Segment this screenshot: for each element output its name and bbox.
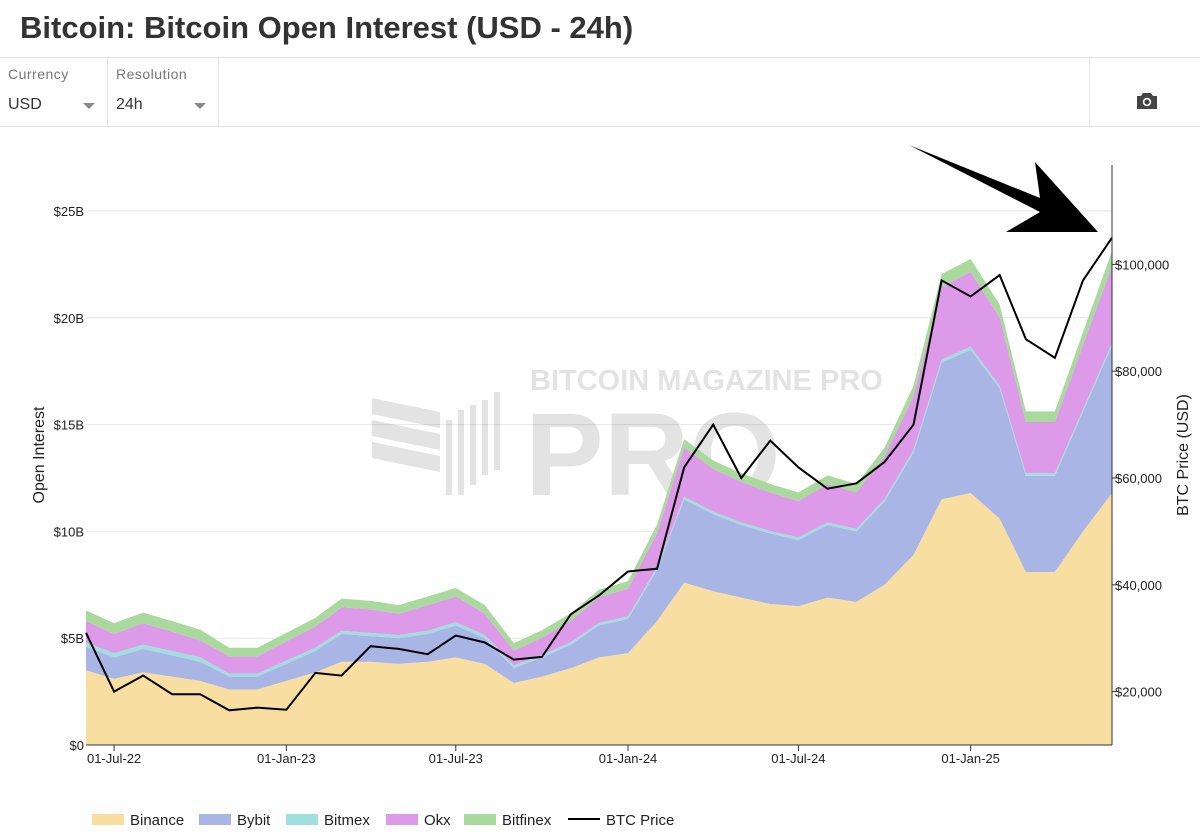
legend-item-label[interactable]: Okx [424, 812, 451, 829]
annotation-arrow [909, 145, 1098, 232]
stacked-areas [86, 251, 1112, 745]
watermark-brand-text: BITCOIN MAGAZINE PRO [530, 365, 883, 397]
right-tick-label: $40,000 [1115, 578, 1162, 593]
right-tick-label: $20,000 [1115, 685, 1162, 700]
chevron-down-icon[interactable] [83, 103, 95, 109]
legend-item-label[interactable]: Binance [130, 812, 184, 829]
page-header: Bitcoin: Bitcoin Open Interest (USD - 24… [0, 0, 1200, 58]
currency-select[interactable]: Currency USD [0, 58, 108, 126]
open-interest-chart: BITCOIN MAGAZINE PRO PRO $0 $5B $10B $15B $2… [31, 145, 1192, 829]
left-tick-label: $10B [54, 524, 84, 539]
legend-swatch [464, 814, 496, 825]
x-tick-label: 01-Jan-25 [941, 751, 1000, 766]
legend-item-label[interactable]: Bitfinex [502, 812, 552, 829]
screenshot-button[interactable] [1089, 58, 1200, 126]
left-tick-label: $25B [54, 204, 84, 219]
chart-toolbar: Currency USD Resolution 24h [0, 58, 1200, 127]
legend-item-label[interactable]: BTC Price [606, 812, 674, 829]
currency-value[interactable]: USD [8, 96, 42, 113]
right-axis-ticks: $20,000 $40,000 $60,000 $80,000 $100,000 [1112, 257, 1169, 700]
x-axis-ticks: 01-Jul-22 01-Jan-23 01-Jul-23 01-Jan-24 01-J… [87, 745, 1000, 766]
left-tick-label: $5B [61, 631, 84, 646]
legend-swatch [386, 814, 418, 825]
legend-swatch [286, 814, 318, 825]
watermark: BITCOIN MAGAZINE PRO PRO [372, 365, 883, 521]
x-tick-label: 01-Jul-22 [87, 751, 141, 766]
page-title: Bitcoin: Bitcoin Open Interest (USD - 24… [20, 10, 634, 45]
right-tick-label: $80,000 [1115, 364, 1162, 379]
x-tick-label: 01-Jan-23 [257, 751, 316, 766]
right-tick-label: $100,000 [1115, 257, 1169, 272]
legend-swatch [199, 814, 231, 825]
resolution-value[interactable]: 24h [116, 96, 143, 113]
x-tick-label: 01-Jul-23 [429, 751, 483, 766]
left-tick-label: $20B [54, 311, 84, 326]
chevron-down-icon[interactable] [194, 103, 206, 109]
left-tick-label: $0 [70, 738, 84, 753]
legend-item-label[interactable]: Bybit [237, 812, 271, 829]
chart-legend: Binance Bybit Bitmex Okx Bitfinex BTC Price [92, 812, 674, 829]
legend-item-label[interactable]: Bitmex [324, 812, 370, 829]
right-axis-title: BTC Price (USD) [1175, 394, 1192, 516]
x-tick-label: 01-Jan-24 [599, 751, 658, 766]
currency-label: Currency [8, 66, 69, 82]
camera-icon[interactable] [1136, 92, 1158, 110]
area-binance [86, 492, 1112, 745]
left-axis-ticks: $0 $5B $10B $15B $20B $25B [54, 204, 84, 753]
left-tick-label: $15B [54, 418, 84, 433]
btc-price-line [85, 237, 1113, 712]
resolution-select[interactable]: Resolution 24h [108, 58, 219, 126]
x-tick-label: 01-Jul-24 [771, 751, 825, 766]
resolution-label: Resolution [116, 66, 188, 82]
right-tick-label: $60,000 [1115, 471, 1162, 486]
left-axis-title: Open Interest [31, 406, 48, 504]
legend-swatch [92, 814, 124, 825]
area-bybit [86, 345, 1112, 690]
